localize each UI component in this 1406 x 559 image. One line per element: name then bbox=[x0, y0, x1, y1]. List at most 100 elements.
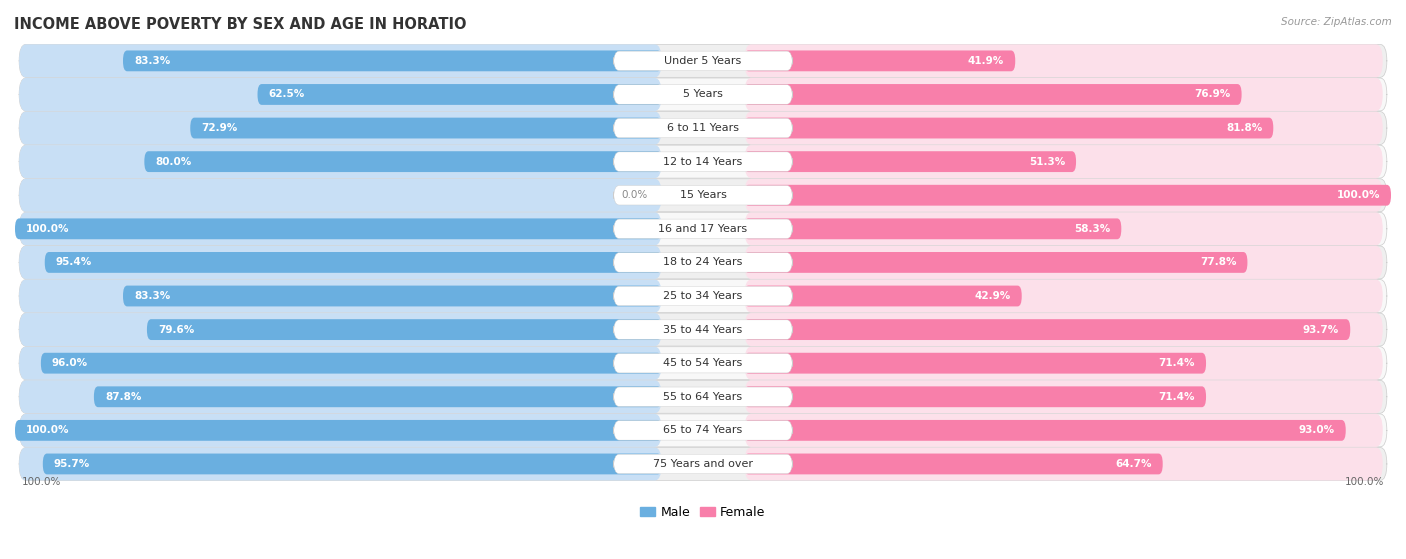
FancyBboxPatch shape bbox=[20, 246, 662, 279]
Text: 95.4%: 95.4% bbox=[56, 257, 91, 267]
Legend: Male, Female: Male, Female bbox=[636, 500, 770, 524]
FancyBboxPatch shape bbox=[20, 448, 662, 480]
FancyBboxPatch shape bbox=[613, 353, 793, 373]
FancyBboxPatch shape bbox=[41, 353, 662, 373]
FancyBboxPatch shape bbox=[20, 414, 1386, 447]
FancyBboxPatch shape bbox=[20, 179, 662, 212]
FancyBboxPatch shape bbox=[613, 119, 793, 138]
FancyBboxPatch shape bbox=[190, 117, 662, 139]
FancyBboxPatch shape bbox=[744, 420, 1346, 441]
Text: Source: ZipAtlas.com: Source: ZipAtlas.com bbox=[1281, 17, 1392, 27]
Text: 25 to 34 Years: 25 to 34 Years bbox=[664, 291, 742, 301]
Text: 93.7%: 93.7% bbox=[1303, 325, 1340, 335]
Text: 95.7%: 95.7% bbox=[53, 459, 90, 469]
Text: 71.4%: 71.4% bbox=[1159, 392, 1195, 402]
FancyBboxPatch shape bbox=[148, 319, 662, 340]
FancyBboxPatch shape bbox=[20, 414, 662, 447]
FancyBboxPatch shape bbox=[20, 280, 1386, 312]
FancyBboxPatch shape bbox=[744, 151, 1076, 172]
Text: 55 to 64 Years: 55 to 64 Years bbox=[664, 392, 742, 402]
Text: 77.8%: 77.8% bbox=[1199, 257, 1236, 267]
FancyBboxPatch shape bbox=[744, 347, 1382, 380]
FancyBboxPatch shape bbox=[613, 253, 793, 272]
FancyBboxPatch shape bbox=[20, 44, 662, 77]
FancyBboxPatch shape bbox=[744, 280, 1382, 312]
FancyBboxPatch shape bbox=[15, 420, 662, 441]
FancyBboxPatch shape bbox=[613, 219, 793, 239]
FancyBboxPatch shape bbox=[94, 386, 662, 407]
FancyBboxPatch shape bbox=[744, 145, 1382, 178]
Text: 96.0%: 96.0% bbox=[52, 358, 89, 368]
Text: 62.5%: 62.5% bbox=[269, 89, 305, 100]
Text: 71.4%: 71.4% bbox=[1159, 358, 1195, 368]
Text: 81.8%: 81.8% bbox=[1226, 123, 1263, 133]
FancyBboxPatch shape bbox=[744, 212, 1382, 245]
Text: 100.0%: 100.0% bbox=[25, 425, 69, 435]
FancyBboxPatch shape bbox=[20, 448, 1386, 480]
Text: 35 to 44 Years: 35 to 44 Years bbox=[664, 325, 742, 335]
Text: INCOME ABOVE POVERTY BY SEX AND AGE IN HORATIO: INCOME ABOVE POVERTY BY SEX AND AGE IN H… bbox=[14, 17, 467, 32]
FancyBboxPatch shape bbox=[613, 186, 793, 205]
Text: 16 and 17 Years: 16 and 17 Years bbox=[658, 224, 748, 234]
Text: 83.3%: 83.3% bbox=[134, 291, 170, 301]
Text: 87.8%: 87.8% bbox=[105, 392, 141, 402]
FancyBboxPatch shape bbox=[20, 347, 662, 380]
FancyBboxPatch shape bbox=[20, 246, 1386, 279]
FancyBboxPatch shape bbox=[744, 117, 1274, 139]
FancyBboxPatch shape bbox=[257, 84, 662, 105]
FancyBboxPatch shape bbox=[20, 179, 1386, 212]
Text: 100.0%: 100.0% bbox=[1337, 190, 1381, 200]
FancyBboxPatch shape bbox=[45, 252, 662, 273]
Text: 5 Years: 5 Years bbox=[683, 89, 723, 100]
Text: 100.0%: 100.0% bbox=[25, 224, 69, 234]
FancyBboxPatch shape bbox=[20, 44, 1386, 77]
FancyBboxPatch shape bbox=[744, 78, 1382, 111]
FancyBboxPatch shape bbox=[20, 78, 662, 111]
FancyBboxPatch shape bbox=[744, 453, 1163, 475]
FancyBboxPatch shape bbox=[744, 246, 1382, 279]
FancyBboxPatch shape bbox=[122, 286, 662, 306]
FancyBboxPatch shape bbox=[744, 386, 1206, 407]
FancyBboxPatch shape bbox=[744, 112, 1382, 145]
Text: 18 to 24 Years: 18 to 24 Years bbox=[664, 257, 742, 267]
FancyBboxPatch shape bbox=[20, 112, 1386, 145]
FancyBboxPatch shape bbox=[613, 454, 793, 473]
Text: 76.9%: 76.9% bbox=[1194, 89, 1230, 100]
FancyBboxPatch shape bbox=[20, 145, 662, 178]
FancyBboxPatch shape bbox=[613, 320, 793, 339]
Text: Under 5 Years: Under 5 Years bbox=[665, 56, 741, 66]
Text: 45 to 54 Years: 45 to 54 Years bbox=[664, 358, 742, 368]
FancyBboxPatch shape bbox=[613, 85, 793, 104]
FancyBboxPatch shape bbox=[744, 319, 1350, 340]
FancyBboxPatch shape bbox=[744, 448, 1382, 480]
FancyBboxPatch shape bbox=[20, 212, 1386, 245]
FancyBboxPatch shape bbox=[744, 50, 1015, 72]
FancyBboxPatch shape bbox=[613, 51, 793, 70]
FancyBboxPatch shape bbox=[744, 353, 1206, 373]
FancyBboxPatch shape bbox=[20, 112, 662, 145]
Text: 6 to 11 Years: 6 to 11 Years bbox=[666, 123, 740, 133]
FancyBboxPatch shape bbox=[744, 219, 1122, 239]
FancyBboxPatch shape bbox=[744, 179, 1382, 212]
FancyBboxPatch shape bbox=[20, 313, 662, 346]
FancyBboxPatch shape bbox=[744, 414, 1382, 447]
Text: 83.3%: 83.3% bbox=[134, 56, 170, 66]
FancyBboxPatch shape bbox=[744, 84, 1241, 105]
FancyBboxPatch shape bbox=[744, 185, 1391, 206]
FancyBboxPatch shape bbox=[613, 152, 793, 172]
FancyBboxPatch shape bbox=[744, 44, 1382, 77]
FancyBboxPatch shape bbox=[20, 380, 1386, 413]
FancyBboxPatch shape bbox=[744, 380, 1382, 413]
Text: 100.0%: 100.0% bbox=[22, 477, 62, 487]
FancyBboxPatch shape bbox=[145, 151, 662, 172]
Text: 75 Years and over: 75 Years and over bbox=[652, 459, 754, 469]
FancyBboxPatch shape bbox=[613, 420, 793, 440]
FancyBboxPatch shape bbox=[744, 286, 1022, 306]
FancyBboxPatch shape bbox=[20, 313, 1386, 346]
FancyBboxPatch shape bbox=[15, 219, 662, 239]
Text: 100.0%: 100.0% bbox=[1344, 477, 1384, 487]
FancyBboxPatch shape bbox=[42, 453, 662, 475]
Text: 65 to 74 Years: 65 to 74 Years bbox=[664, 425, 742, 435]
Text: 58.3%: 58.3% bbox=[1074, 224, 1111, 234]
FancyBboxPatch shape bbox=[744, 252, 1247, 273]
